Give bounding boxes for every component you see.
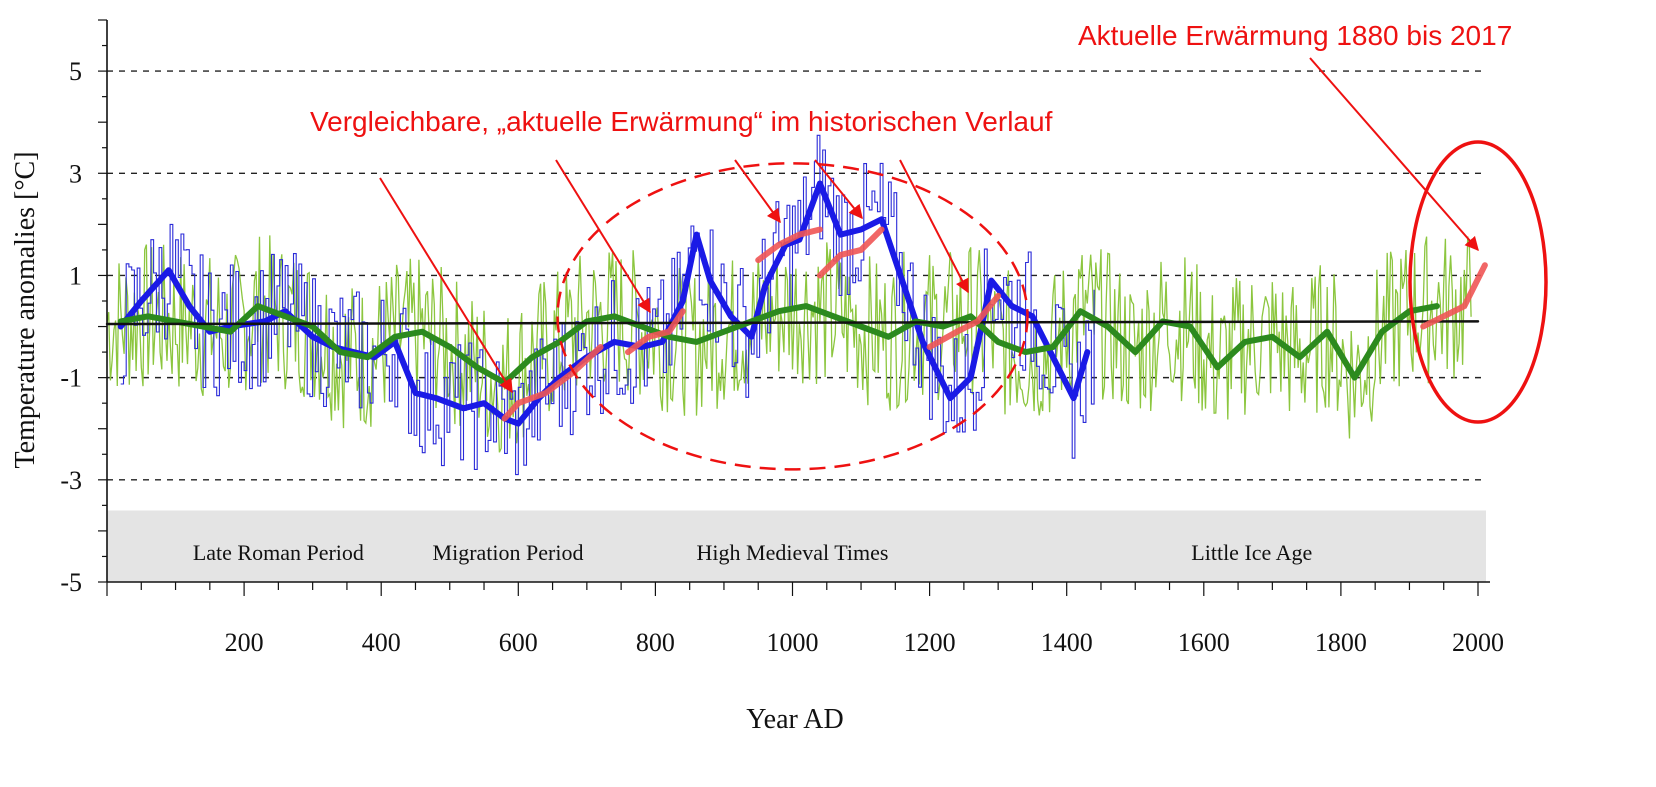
x-tick-label: 600 <box>499 628 538 657</box>
warming-highlight-5 <box>1420 262 1488 330</box>
y-tick-label: 1 <box>69 261 82 290</box>
warming-highlight-0 <box>501 344 604 422</box>
y-tick-label: -1 <box>60 364 82 393</box>
y-tick-label: 3 <box>69 159 82 188</box>
x-tick-label: 1200 <box>904 628 956 657</box>
period-band-layer <box>107 510 1486 582</box>
annotation-current-warming: Aktuelle Erwärmung 1880 bis 2017 <box>1078 20 1512 51</box>
period-label: Migration Period <box>433 540 584 565</box>
x-tick-label: 400 <box>362 628 401 657</box>
period-label: High Medieval Times <box>697 540 889 565</box>
period-band <box>107 510 1486 582</box>
series-line-0 <box>117 180 1091 427</box>
warming-highlight-4 <box>926 292 1002 350</box>
warming-highlight-1 <box>625 308 686 356</box>
annotation-arrow <box>814 159 863 220</box>
x-tick-label: 800 <box>636 628 675 657</box>
annotation-layer <box>379 57 1548 471</box>
y-axis-title: Temperature anomalies [°C] <box>10 151 41 468</box>
series-line-2 <box>105 320 1480 326</box>
x-tick-label: 1600 <box>1178 628 1230 657</box>
x-tick-label: 1400 <box>1041 628 1093 657</box>
x-tick-label: 1800 <box>1315 628 1367 657</box>
raw-proxy-noise-layer <box>106 134 1472 476</box>
annotation-arrow <box>555 159 651 314</box>
x-tick-label: 1000 <box>767 628 819 657</box>
annotation-arrow <box>1309 57 1479 252</box>
x-tick-label: 2000 <box>1452 628 1504 657</box>
warming-highlight-2 <box>755 226 823 264</box>
current-warming-circle <box>1408 140 1548 424</box>
historical-warming-ellipse <box>556 162 1029 471</box>
y-tick-label: 5 <box>69 57 82 86</box>
annotation-arrow <box>734 159 781 224</box>
x-axis-title: Year AD <box>746 704 844 735</box>
green-proxy-raw <box>106 235 1472 453</box>
series-line-1 <box>117 303 1440 386</box>
y-tick-label: -5 <box>60 568 82 597</box>
axis-layer: 5 3 1 -1 -3 -5 200 400 600 800 1000 1200 1400 1600 180… <box>60 19 1504 657</box>
series-layer <box>105 180 1480 427</box>
blue-proxy-raw <box>120 134 1095 476</box>
period-label: Little Ice Age <box>1191 540 1312 565</box>
warming-highlight-layer <box>501 226 1488 422</box>
annotation-historical-warming: Vergleichbare, „aktuelle Erwärmung“ im h… <box>310 106 1053 137</box>
period-label: Late Roman Period <box>193 540 364 565</box>
annotation-arrow <box>379 177 513 394</box>
y-tick-label: -3 <box>60 466 82 495</box>
x-tick-label: 200 <box>225 628 264 657</box>
warming-highlight-3 <box>816 226 885 279</box>
annotation-arrow <box>899 159 969 294</box>
